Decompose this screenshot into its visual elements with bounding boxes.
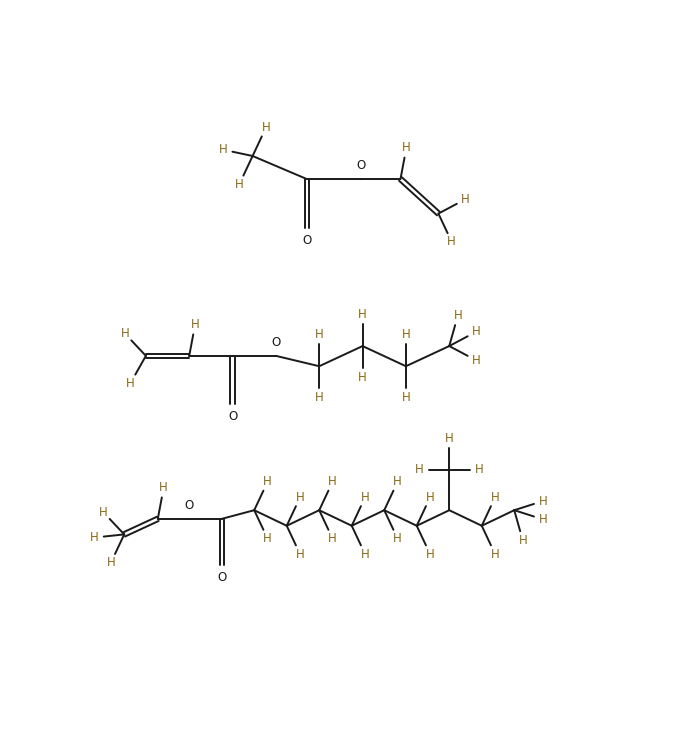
Text: H: H [358, 371, 367, 384]
Text: H: H [472, 354, 480, 367]
Text: H: H [394, 476, 402, 488]
Text: H: H [106, 557, 115, 569]
Text: O: O [271, 336, 280, 349]
Text: H: H [296, 491, 305, 504]
Text: H: H [447, 236, 456, 248]
Text: H: H [191, 319, 199, 331]
Text: H: H [235, 178, 244, 191]
Text: H: H [361, 548, 370, 560]
Text: H: H [264, 532, 272, 545]
Text: H: H [329, 476, 337, 488]
Text: O: O [228, 410, 237, 423]
Text: H: H [127, 376, 135, 390]
Text: H: H [472, 325, 480, 338]
Text: H: H [402, 141, 411, 155]
Text: H: H [445, 432, 454, 445]
Text: H: H [426, 491, 435, 504]
Text: H: H [401, 328, 410, 341]
Text: H: H [159, 481, 168, 494]
Text: H: H [329, 532, 337, 545]
Text: H: H [415, 464, 424, 476]
Text: H: H [538, 494, 547, 508]
Text: H: H [491, 548, 500, 560]
Text: H: H [454, 309, 462, 322]
Text: H: H [538, 513, 547, 526]
Text: H: H [358, 308, 367, 321]
Text: H: H [361, 491, 370, 504]
Text: H: H [394, 532, 402, 545]
Text: H: H [401, 391, 410, 405]
Text: H: H [90, 531, 99, 544]
Text: O: O [217, 571, 226, 584]
Text: H: H [219, 144, 228, 156]
Text: O: O [185, 499, 194, 512]
Text: H: H [120, 327, 129, 340]
Text: H: H [519, 534, 527, 547]
Text: H: H [491, 491, 500, 504]
Text: H: H [99, 506, 108, 518]
Text: H: H [315, 328, 324, 341]
Text: O: O [302, 234, 311, 247]
Text: H: H [461, 193, 470, 206]
Text: H: H [264, 476, 272, 488]
Text: H: H [296, 548, 305, 560]
Text: H: H [315, 391, 324, 405]
Text: H: H [426, 548, 435, 560]
Text: O: O [356, 159, 366, 172]
Text: H: H [261, 121, 271, 134]
Text: H: H [475, 464, 484, 476]
